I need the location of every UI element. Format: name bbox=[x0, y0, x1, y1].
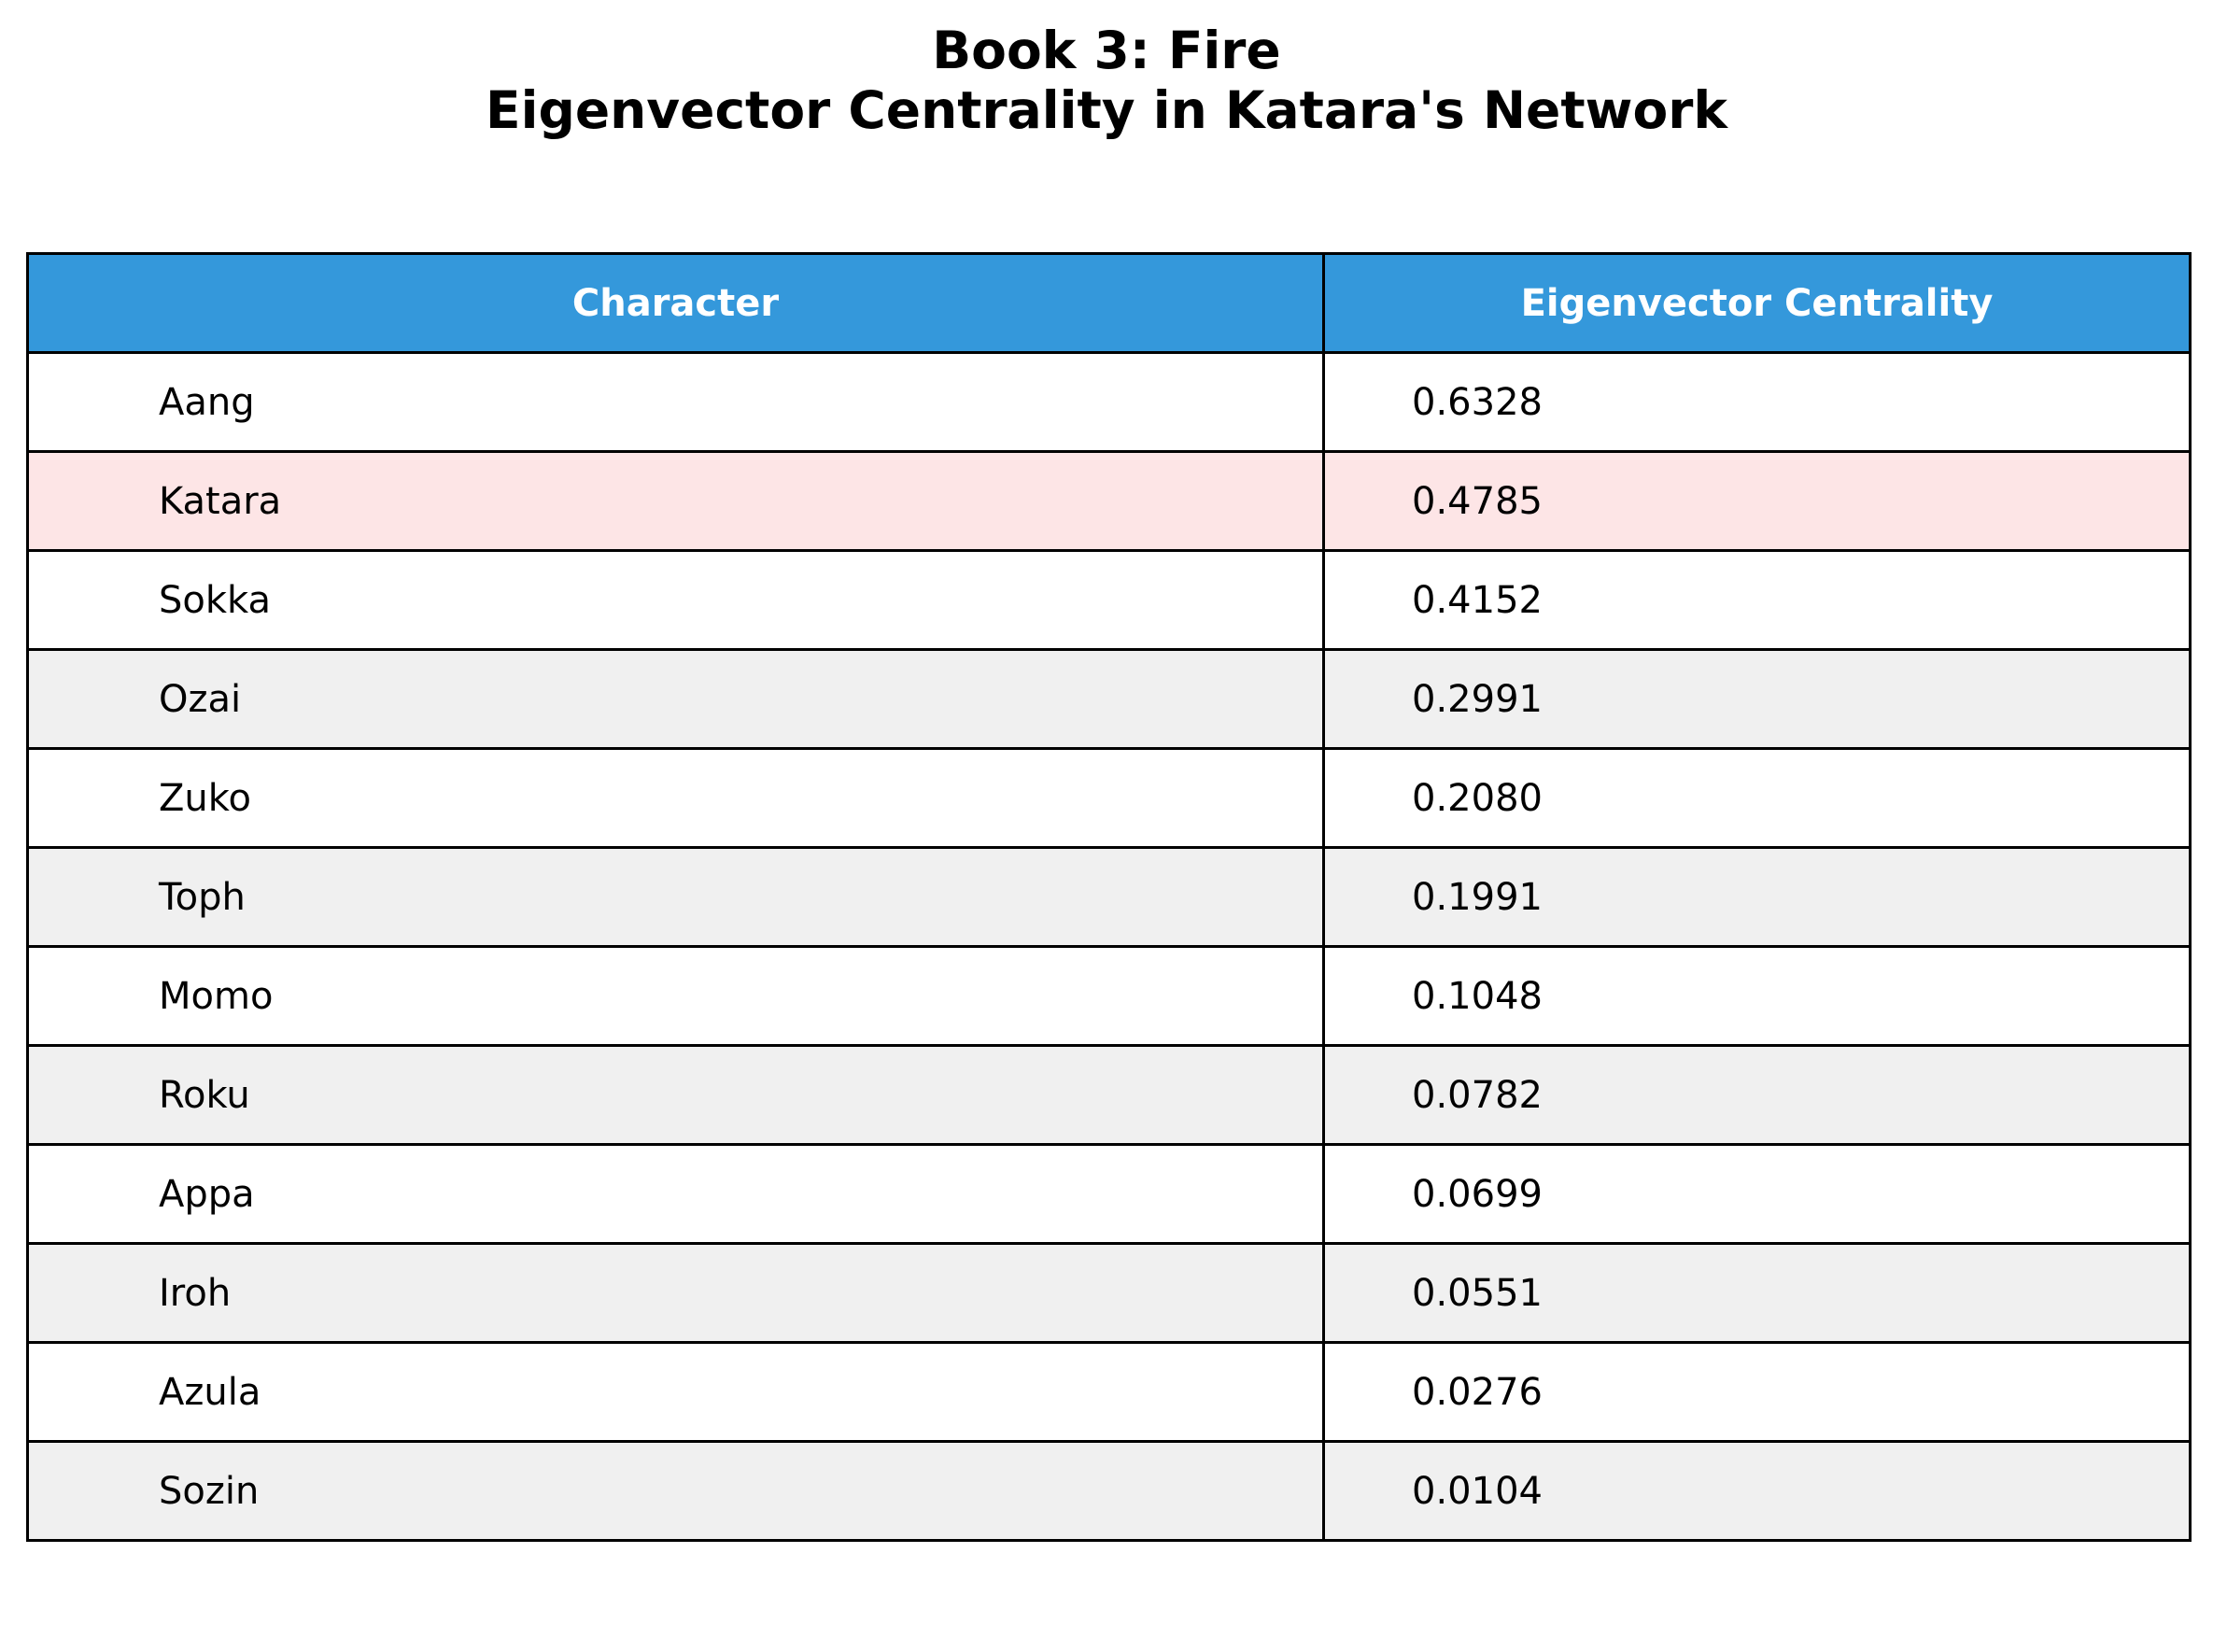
character-cell: Zuko bbox=[26, 747, 1325, 849]
character-cell: Aang bbox=[26, 351, 1325, 453]
centrality-value-cell: 0.0104 bbox=[1322, 1440, 2192, 1542]
table-row: Iroh 0.0551 bbox=[26, 1242, 2192, 1344]
chart-title: Book 3: Fire Eigenvector Centrality in K… bbox=[0, 21, 2213, 140]
character-cell: Azula bbox=[26, 1341, 1325, 1443]
table-row: Appa 0.0699 bbox=[26, 1143, 2192, 1245]
table-row: Aang 0.6328 bbox=[26, 351, 2192, 453]
table-body: Aang 0.6328 Katara 0.4785 Sokka 0.4152 Ozai 0.2… bbox=[26, 351, 2192, 1542]
table-row: Azula 0.0276 bbox=[26, 1341, 2192, 1443]
table-row: Toph 0.1991 bbox=[26, 846, 2192, 948]
centrality-table: Character Eigenvector Centrality Aang 0.6… bbox=[26, 252, 2192, 1542]
centrality-value-cell: 0.0551 bbox=[1322, 1242, 2192, 1344]
centrality-value-cell: 0.2080 bbox=[1322, 747, 2192, 849]
table-row: Roku 0.0782 bbox=[26, 1044, 2192, 1146]
character-cell: Ozai bbox=[26, 648, 1325, 750]
table-row-highlighted: Katara 0.4785 bbox=[26, 450, 2192, 552]
centrality-value-cell: 0.0699 bbox=[1322, 1143, 2192, 1245]
table-row: Sozin 0.0104 bbox=[26, 1440, 2192, 1542]
table-row: Sokka 0.4152 bbox=[26, 549, 2192, 651]
character-cell: Sozin bbox=[26, 1440, 1325, 1542]
character-cell: Iroh bbox=[26, 1242, 1325, 1344]
table-header-row: Character Eigenvector Centrality bbox=[26, 252, 2192, 354]
character-cell: Sokka bbox=[26, 549, 1325, 651]
centrality-value-cell: 0.6328 bbox=[1322, 351, 2192, 453]
centrality-value-cell: 0.0276 bbox=[1322, 1341, 2192, 1443]
character-cell: Roku bbox=[26, 1044, 1325, 1146]
centrality-value-cell: 0.4785 bbox=[1322, 450, 2192, 552]
column-header-character: Character bbox=[26, 252, 1325, 354]
centrality-table-container: Character Eigenvector Centrality Aang 0.6… bbox=[26, 252, 2192, 1542]
centrality-value-cell: 0.1991 bbox=[1322, 846, 2192, 948]
character-cell: Appa bbox=[26, 1143, 1325, 1245]
character-cell: Toph bbox=[26, 846, 1325, 948]
character-cell: Momo bbox=[26, 945, 1325, 1047]
centrality-value-cell: 0.0782 bbox=[1322, 1044, 2192, 1146]
chart-title-line-1: Book 3: Fire bbox=[932, 21, 1281, 80]
centrality-value-cell: 0.2991 bbox=[1322, 648, 2192, 750]
table-row: Ozai 0.2991 bbox=[26, 648, 2192, 750]
chart-title-line-2: Eigenvector Centrality in Katara's Netwo… bbox=[486, 80, 1727, 140]
character-cell: Katara bbox=[26, 450, 1325, 552]
table-row: Zuko 0.2080 bbox=[26, 747, 2192, 849]
column-header-eigenvector-centrality: Eigenvector Centrality bbox=[1322, 252, 2192, 354]
centrality-value-cell: 0.4152 bbox=[1322, 549, 2192, 651]
centrality-value-cell: 0.1048 bbox=[1322, 945, 2192, 1047]
table-row: Momo 0.1048 bbox=[26, 945, 2192, 1047]
